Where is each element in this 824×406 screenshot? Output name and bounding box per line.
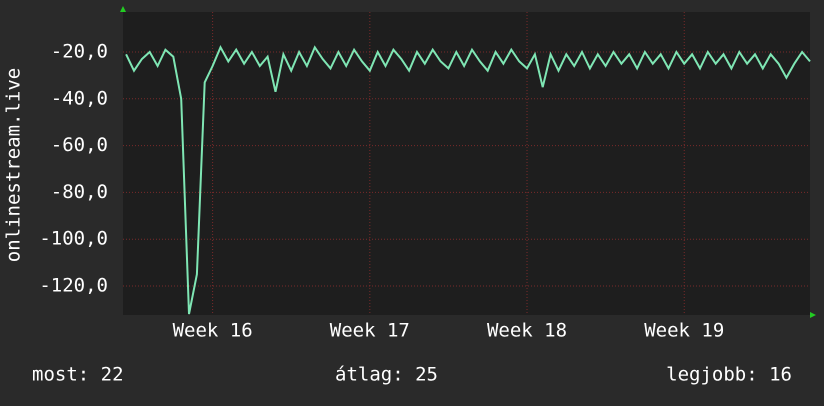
y-tick-label: -40,0 bbox=[51, 87, 108, 109]
y-tick-label: -120,0 bbox=[39, 274, 108, 296]
data-line bbox=[125, 45, 811, 315]
stat-text: most: 22 bbox=[32, 364, 124, 386]
x-tick-label: Week 18 bbox=[487, 320, 567, 342]
y-tick-label: -20,0 bbox=[51, 41, 108, 63]
axis-arrow bbox=[810, 312, 816, 318]
stat-text: legjobb: 16 bbox=[666, 364, 792, 386]
x-tick-label: Week 19 bbox=[644, 320, 724, 342]
y-tick-label: -100,0 bbox=[39, 228, 108, 250]
axis-arrow bbox=[120, 6, 126, 12]
x-tick-label: Week 17 bbox=[330, 320, 410, 342]
y-axis-label: onlinestream.live bbox=[3, 68, 25, 262]
x-tick-label: Week 16 bbox=[173, 320, 253, 342]
y-tick-label: -60,0 bbox=[51, 134, 108, 156]
y-tick-label: -80,0 bbox=[51, 181, 108, 203]
stat-text: átlag: 25 bbox=[335, 364, 438, 386]
